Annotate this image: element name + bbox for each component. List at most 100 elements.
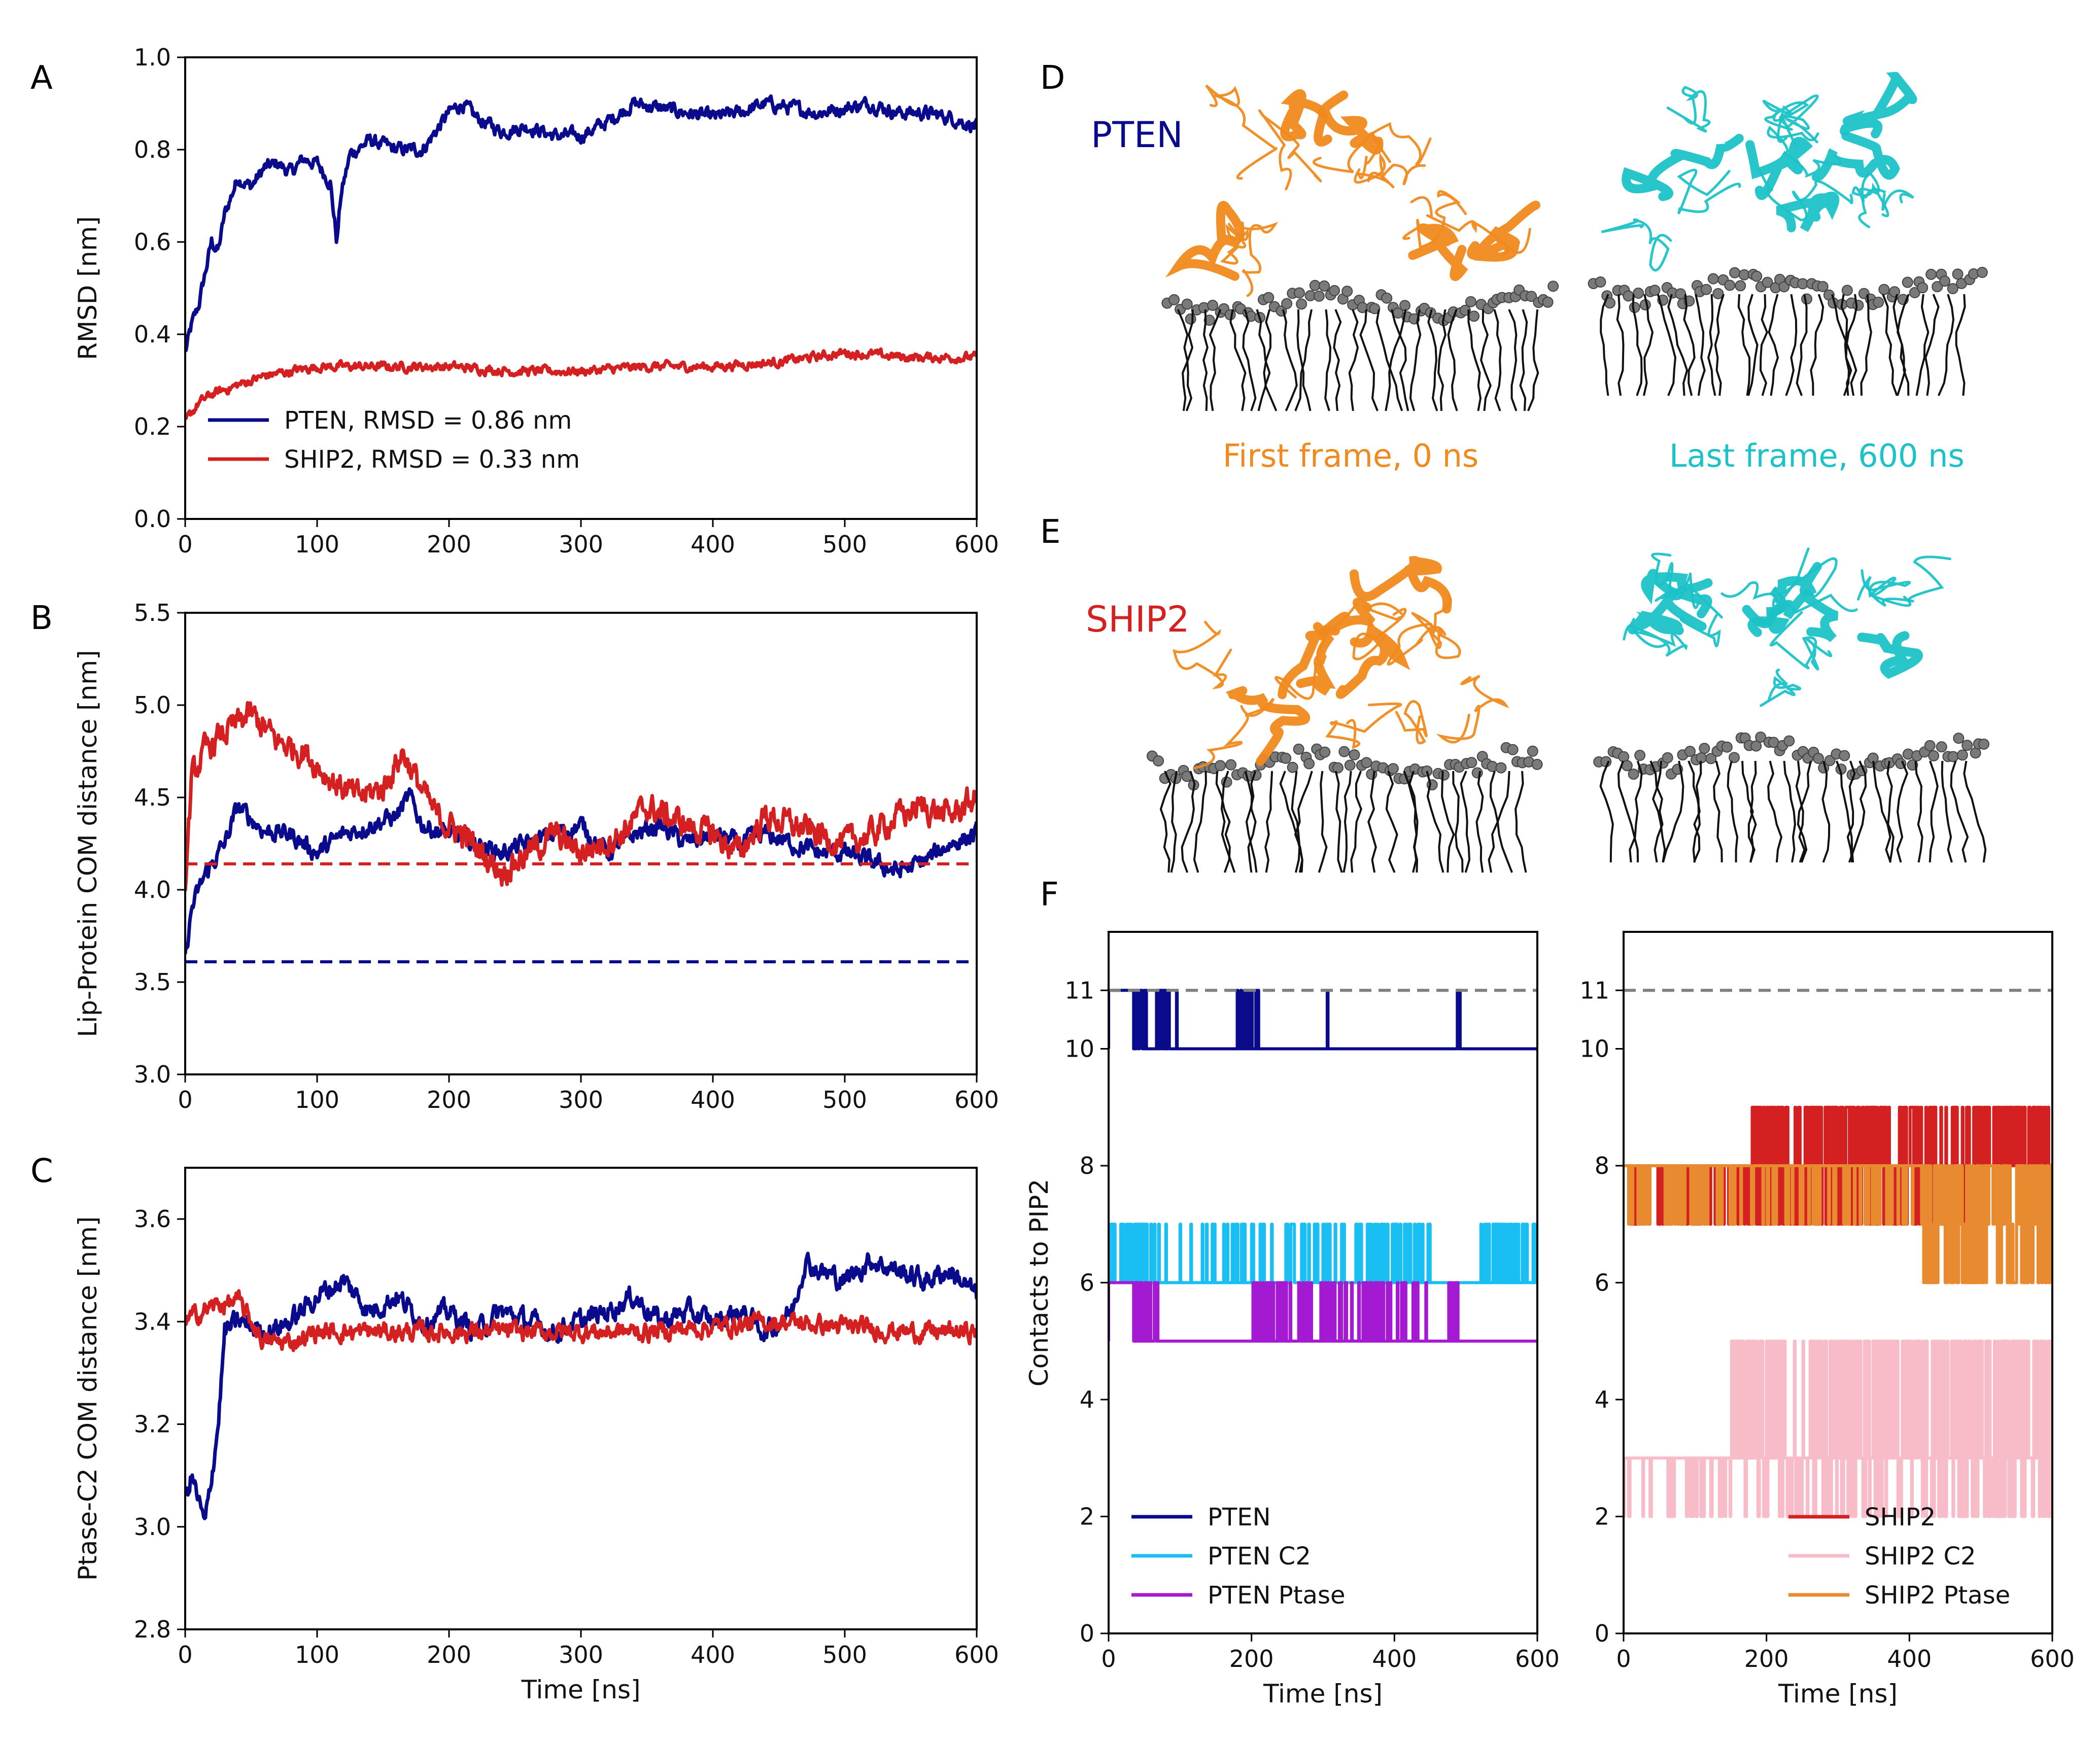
lipid-tail xyxy=(1714,294,1725,396)
lipid-headgroup xyxy=(1970,747,1981,759)
protein-ribbon xyxy=(1623,624,1688,657)
lipid-headgroup xyxy=(1961,740,1973,751)
y-axis-label: Contacts to PIP2 xyxy=(1024,1179,1054,1386)
lipid-headgroup xyxy=(1387,763,1399,775)
lipid-tail xyxy=(1667,294,1689,396)
protein-ribbon xyxy=(1395,700,1428,745)
ptase-c2-distance-chart: 0 100 200 300 400 500 600 2.8 3.0 3.2 3.4 3.6 Time [… xyxy=(73,1167,999,1704)
lipid-tail xyxy=(1599,760,1614,863)
x-tick-label: 300 xyxy=(559,1641,603,1668)
x-tick-label: 500 xyxy=(822,1641,867,1668)
lipid-tail xyxy=(1688,760,1701,863)
y-tick-label: 5.0 xyxy=(134,691,171,719)
x-axis-label: Time [ns] xyxy=(521,1675,640,1704)
lipid-headgroup xyxy=(1952,268,1964,280)
lipid-headgroup xyxy=(1699,743,1710,754)
lipid-headgroup xyxy=(1495,762,1507,774)
f-pten-pten-c2-line xyxy=(1109,1223,1537,1284)
y-tick-label: 5.5 xyxy=(134,599,171,626)
lipid-tail xyxy=(1220,771,1236,873)
y-tick-label: 2 xyxy=(1080,1503,1094,1530)
y-tick-label: 10 xyxy=(1579,1035,1609,1063)
lipid-tail xyxy=(1785,294,1798,396)
protein-ribbon xyxy=(1436,675,1509,744)
lipid-headgroup xyxy=(1675,288,1686,300)
x-tick-label: 200 xyxy=(427,1641,471,1668)
y-tick-label: 3.2 xyxy=(134,1411,171,1438)
protein-ribbon xyxy=(1258,109,1322,191)
lipid-tail xyxy=(1836,760,1854,863)
y-tick-label: 0.8 xyxy=(134,136,171,163)
lipid-tail xyxy=(1367,771,1377,873)
ship2-contacts-chart: 0 200 400 600 0 2 4 6 8 10 11 Time [ns] SHIP2 SHIP2 C… xyxy=(1579,931,2075,1709)
lipid-tail xyxy=(1350,771,1362,873)
lipid-tail xyxy=(1460,771,1471,873)
lipid-tail xyxy=(1294,771,1313,873)
lipid-tail xyxy=(1797,760,1812,863)
lipid-tail xyxy=(1408,771,1419,873)
lipid-headgroup xyxy=(1153,755,1164,766)
lipid-headgroup xyxy=(1281,298,1293,309)
x-tick-label: 600 xyxy=(2030,1645,2075,1672)
y-tick-label: 0.0 xyxy=(134,505,171,533)
protein-ribbon xyxy=(1387,594,1452,666)
lipid-tail xyxy=(1294,309,1313,411)
protein-ribbon xyxy=(1776,191,1840,232)
lipid-tail xyxy=(1846,760,1856,863)
legend: PTEN PTEN C2 PTEN Ptase xyxy=(1131,1503,1345,1610)
lipid-headgroup xyxy=(1824,755,1836,766)
y-tick-label: 3.4 xyxy=(134,1308,171,1335)
lipid-tail xyxy=(1264,771,1273,873)
lipid-headgroup xyxy=(1168,294,1180,305)
lipid-headgroup xyxy=(1947,283,1958,295)
protein-ribbon xyxy=(1811,131,1900,182)
lipid-tail xyxy=(1519,309,1528,411)
rmsd-chart: 0 100 200 300 400 500 600 0.0 0.2 0.4 0.6 0.8 1.0 RMS… xyxy=(73,44,999,558)
lipid-tail xyxy=(1324,309,1332,411)
plot-area xyxy=(185,94,977,421)
protein-ribbon xyxy=(1225,686,1311,766)
a-pten-rmsd-0-86-nm-line xyxy=(185,94,977,353)
lipid-headgroup xyxy=(1953,733,1965,744)
lipid-headgroup xyxy=(1721,741,1733,753)
lipid-tail xyxy=(1467,309,1482,411)
first-frame-caption: First frame, 0 ns xyxy=(1223,437,1478,474)
legend-entry: SHIP2 C2 xyxy=(1865,1542,1976,1571)
lipid-headgroup xyxy=(1783,735,1795,747)
lipid-headgroup xyxy=(1750,740,1762,752)
lipid-tail xyxy=(1713,760,1723,863)
protein-ribbon xyxy=(1357,133,1395,189)
protein-ribbon xyxy=(1747,562,1822,637)
lipid-headgroup xyxy=(1466,757,1477,769)
x-tick-label: 600 xyxy=(954,531,999,558)
y-tick-label: 11 xyxy=(1579,977,1609,1004)
protein-ribbon xyxy=(1410,196,1531,257)
lipid-headgroup xyxy=(1287,761,1298,773)
lipid-tail xyxy=(1437,309,1447,411)
lipid-tail xyxy=(1783,760,1796,863)
lipid-headgroup xyxy=(1729,267,1741,278)
lipid-headgroup xyxy=(1956,749,1968,761)
lipid-headgroup xyxy=(1705,753,1717,764)
plot-area xyxy=(185,1251,977,1520)
protein-ribbon xyxy=(1857,555,1951,607)
x-tick-label: 100 xyxy=(295,1641,339,1668)
lipid-headgroup xyxy=(1762,276,1773,288)
x-tick-label: 400 xyxy=(691,1086,735,1113)
lipid-headgroup xyxy=(1889,286,1901,298)
y-tick-label: 4.5 xyxy=(134,784,171,811)
lipid-tail xyxy=(1385,309,1407,411)
x-tick-label: 300 xyxy=(559,531,603,558)
lipid-tail xyxy=(1649,760,1664,863)
lipid-tail xyxy=(1242,309,1257,411)
lipid-tail xyxy=(1955,294,1966,396)
protein-ribbon xyxy=(1760,669,1802,707)
lipid-headgroup xyxy=(1181,298,1193,310)
legend-entry: PTEN C2 xyxy=(1208,1542,1311,1571)
f-pten-pten-line xyxy=(1109,989,1537,1051)
panel-letter-d: D xyxy=(1040,59,1065,97)
lipid-tail xyxy=(1318,771,1328,873)
protein-ribbon xyxy=(1655,583,1723,647)
protein-ribbon xyxy=(1165,201,1245,281)
x-tick-label: 600 xyxy=(954,1086,999,1113)
